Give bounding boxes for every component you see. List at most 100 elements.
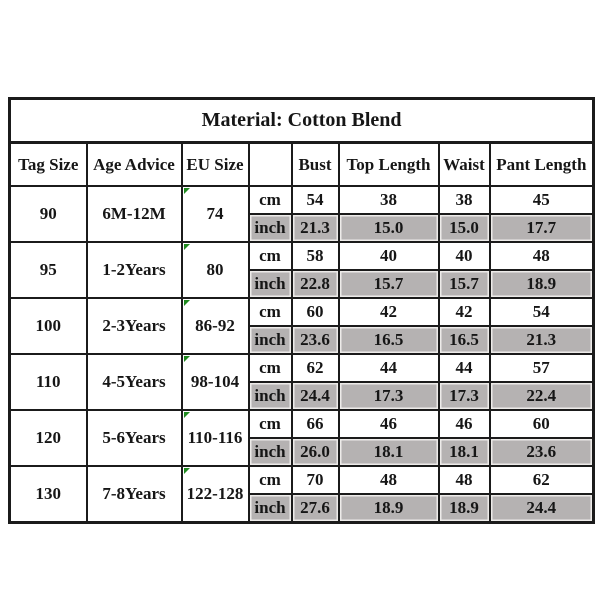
top-length-value-cell: 15.0 [337,213,440,243]
excel-error-marker-icon [183,356,190,362]
bust-value-cell: 66 [290,409,340,439]
bust-value-cell: 23.6 [290,325,340,355]
pant-length-value-cell: 22.4 [488,381,595,411]
size-row-inch: inch 22.8 15.7 15.7 18.9 [10,269,595,299]
size-row-cm: 120 5-6Years 110-116 cm 66 46 46 60 [8,409,595,467]
pant-length-value-cell: 18.9 [488,269,595,299]
bust-value-cell: 62 [290,353,340,383]
tag-size-cell: 95 [8,241,88,299]
bust-value-cell: 70 [290,465,340,495]
col-header-tag-size: Tag Size [8,141,88,187]
pant-length-value-cell: 54 [488,297,595,327]
age-advice-cell: 1-2Years [85,241,183,299]
col-header-waist: Waist [437,141,491,187]
top-length-value-cell: 15.7 [337,269,440,299]
pant-length-value-cell: 48 [488,241,595,271]
waist-value-cell: 17.3 [437,381,491,411]
bust-value-cell: 58 [290,241,340,271]
unit-inch-cell: inch [247,269,293,299]
tag-size-cell: 110 [8,353,88,411]
excel-error-marker-icon [183,244,190,250]
size-row-cm: 110 4-5Years 98-104 cm 62 44 44 57 [8,353,595,411]
age-advice-cell: 4-5Years [85,353,183,411]
eu-size-cell: 74 [180,185,250,243]
top-length-value-cell: 16.5 [337,325,440,355]
col-header-eu-size: EU Size [180,141,250,187]
waist-value-cell: 48 [437,465,491,495]
unit-inch-cell: inch [247,213,293,243]
waist-value-cell: 44 [437,353,491,383]
excel-error-marker-icon [183,300,190,306]
unit-cm-cell: cm [247,185,293,215]
waist-value-cell: 18.1 [437,437,491,467]
col-header-top-length: Top Length [337,141,440,187]
bust-value-cell: 27.6 [290,493,340,524]
eu-size-cell: 98-104 [180,353,250,411]
unit-cm-cell: cm [247,353,293,383]
bust-value-cell: 54 [290,185,340,215]
age-advice-cell: 2-3Years [85,297,183,355]
col-header-pant-length: Pant Length [488,141,595,187]
col-header-unit [247,141,293,187]
unit-inch-cell: inch [247,325,293,355]
material-row: Material: Cotton Blend [8,97,595,144]
top-length-value-cell: 48 [337,465,440,495]
top-length-value-cell: 18.1 [337,437,440,467]
size-row-inch: inch 23.6 16.5 16.5 21.3 [10,325,595,355]
size-row-cm: 95 1-2Years 80 cm 58 40 40 48 [8,241,595,299]
unit-inch-cell: inch [247,437,293,467]
top-length-value-cell: 44 [337,353,440,383]
unit-cm-cell: cm [247,241,293,271]
tag-size-cell: 130 [8,465,88,524]
pant-length-value-cell: 17.7 [488,213,595,243]
tag-size-cell: 120 [8,409,88,467]
excel-error-marker-icon [183,468,190,474]
top-length-value-cell: 18.9 [337,493,440,524]
size-row-inch: inch 24.4 17.3 17.3 22.4 [10,381,595,411]
waist-value-cell: 15.0 [437,213,491,243]
waist-value-cell: 46 [437,409,491,439]
bust-value-cell: 24.4 [290,381,340,411]
pant-length-value-cell: 24.4 [488,493,595,524]
top-length-value-cell: 38 [337,185,440,215]
unit-inch-cell: inch [247,493,293,524]
tag-size-cell: 100 [8,297,88,355]
waist-value-cell: 40 [437,241,491,271]
unit-cm-cell: cm [247,465,293,495]
bust-value-cell: 22.8 [290,269,340,299]
col-header-bust: Bust [290,141,340,187]
waist-value-cell: 38 [437,185,491,215]
size-row-inch: inch 26.0 18.1 18.1 23.6 [10,437,595,467]
col-header-age-advice: Age Advice [85,141,183,187]
pant-length-value-cell: 60 [488,409,595,439]
pant-length-value-cell: 62 [488,465,595,495]
waist-value-cell: 42 [437,297,491,327]
top-length-value-cell: 42 [337,297,440,327]
bust-value-cell: 60 [290,297,340,327]
waist-value-cell: 18.9 [437,493,491,524]
age-advice-cell: 7-8Years [85,465,183,524]
unit-cm-cell: cm [247,297,293,327]
material-header: Material: Cotton Blend [8,97,595,144]
excel-error-marker-icon [183,412,190,418]
size-row-cm: 130 7-8Years 122-128 cm 70 48 48 62 [8,465,595,524]
eu-size-cell: 86-92 [180,297,250,355]
age-advice-cell: 5-6Years [85,409,183,467]
eu-size-cell: 80 [180,241,250,299]
size-row-inch: inch 27.6 18.9 18.9 24.4 [10,493,595,524]
size-row-inch: inch 21.3 15.0 15.0 17.7 [10,213,595,243]
pant-length-value-cell: 21.3 [488,325,595,355]
top-length-value-cell: 17.3 [337,381,440,411]
bust-value-cell: 21.3 [290,213,340,243]
pant-length-value-cell: 45 [488,185,595,215]
unit-inch-cell: inch [247,381,293,411]
top-length-value-cell: 46 [337,409,440,439]
waist-value-cell: 15.7 [437,269,491,299]
eu-size-cell: 110-116 [180,409,250,467]
size-row-cm: 90 6M-12M 74 cm 54 38 38 45 [8,185,595,243]
column-header-row: Tag Size Age Advice EU Size Bust Top Len… [8,141,595,187]
tag-size-cell: 90 [8,185,88,243]
bust-value-cell: 26.0 [290,437,340,467]
pant-length-value-cell: 23.6 [488,437,595,467]
